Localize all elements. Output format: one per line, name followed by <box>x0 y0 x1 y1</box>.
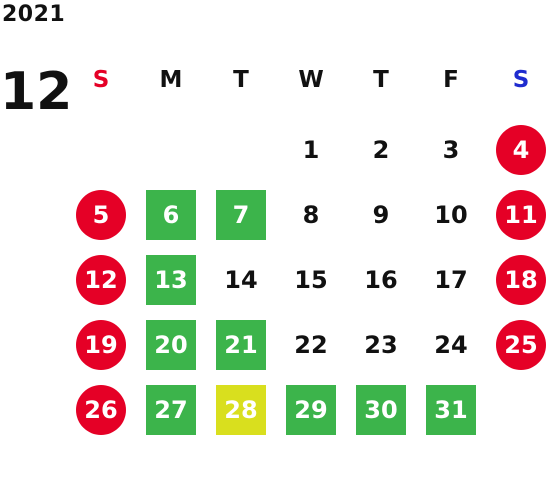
weekday-header-sun: S <box>92 67 110 93</box>
day-cell-6[interactable]: 6 <box>146 190 196 240</box>
day-cell-13[interactable]: 13 <box>146 255 196 305</box>
day-cell-17[interactable]: 17 <box>434 266 468 294</box>
day-cell-8[interactable]: 8 <box>302 201 320 229</box>
day-cell-1[interactable]: 1 <box>302 136 320 164</box>
day-cell-29[interactable]: 29 <box>286 385 336 435</box>
day-cell-24[interactable]: 24 <box>434 331 468 359</box>
weekday-header-wed: W <box>298 67 324 93</box>
day-cell-19[interactable]: 19 <box>76 320 126 370</box>
weekday-header-tue: T <box>233 67 249 93</box>
day-cell-15[interactable]: 15 <box>294 266 328 294</box>
day-cell-5[interactable]: 5 <box>76 190 126 240</box>
day-cell-25[interactable]: 25 <box>496 320 546 370</box>
day-cell-9[interactable]: 9 <box>372 201 390 229</box>
day-cell-11[interactable]: 11 <box>496 190 546 240</box>
day-cell-12[interactable]: 12 <box>76 255 126 305</box>
day-cell-4[interactable]: 4 <box>496 125 546 175</box>
day-cell-28[interactable]: 28 <box>216 385 266 435</box>
weekday-header-thu: T <box>373 67 389 93</box>
day-cell-27[interactable]: 27 <box>146 385 196 435</box>
day-cell-3[interactable]: 3 <box>442 136 460 164</box>
day-cell-26[interactable]: 26 <box>76 385 126 435</box>
day-cell-18[interactable]: 18 <box>496 255 546 305</box>
weekday-header-sat: S <box>512 67 530 93</box>
day-cell-22[interactable]: 22 <box>294 331 328 359</box>
day-cell-30[interactable]: 30 <box>356 385 406 435</box>
month-number: 12 <box>0 62 73 122</box>
day-cell-10[interactable]: 10 <box>434 201 468 229</box>
day-cell-23[interactable]: 23 <box>364 331 398 359</box>
day-cell-7[interactable]: 7 <box>216 190 266 240</box>
day-cell-31[interactable]: 31 <box>426 385 476 435</box>
day-cell-16[interactable]: 16 <box>364 266 398 294</box>
weekday-header-fri: F <box>443 67 459 93</box>
day-cell-14[interactable]: 14 <box>224 266 258 294</box>
day-cell-20[interactable]: 20 <box>146 320 196 370</box>
day-cell-2[interactable]: 2 <box>372 136 390 164</box>
weekday-header-mon: M <box>159 67 183 93</box>
year-label: 2021 <box>2 2 66 27</box>
day-cell-21[interactable]: 21 <box>216 320 266 370</box>
